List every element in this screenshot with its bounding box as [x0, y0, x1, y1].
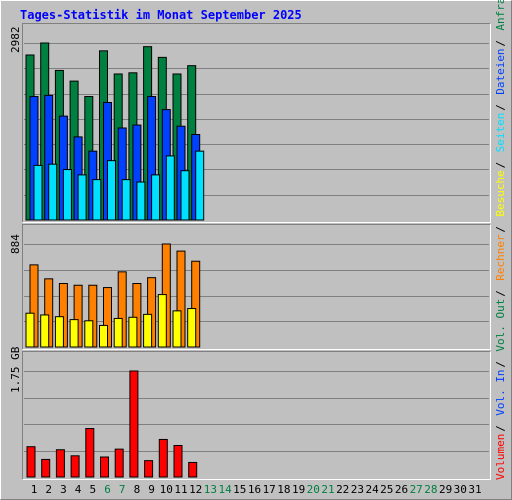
bar-kbytes_in-day-3 [55, 449, 65, 478]
bar-kbytes_in-day-8 [129, 370, 139, 478]
legend-separator: / [494, 226, 507, 233]
x-tick-day-16: 16 [248, 483, 261, 496]
legend-pages-5: Seiten [494, 113, 507, 153]
bar-pages-day-5 [92, 179, 102, 221]
x-tick-day-5: 5 [89, 483, 96, 496]
x-tick-day-30: 30 [454, 483, 467, 496]
x-tick-day-31: 31 [468, 483, 481, 496]
bar-pages-day-1 [33, 164, 43, 221]
x-tick-day-18: 18 [277, 483, 290, 496]
bar-pages-day-3 [62, 169, 72, 221]
bar-kbytes_in-day-12 [188, 461, 198, 478]
y-max-label-volume: 1.75 GB [9, 346, 22, 393]
legend-separator: / [494, 104, 507, 111]
x-tick-day-1: 1 [31, 483, 38, 496]
legend-files-6: Dateien [494, 48, 507, 94]
legend-separator: / [494, 361, 507, 368]
bar-visits-day-2 [40, 314, 50, 348]
bar-pages-day-8 [136, 181, 146, 221]
panel-volume-shadow-edge [22, 351, 491, 480]
x-tick-day-21: 21 [321, 483, 334, 496]
x-tick-day-24: 24 [365, 483, 379, 496]
legend-kbytes_out-2: Vol. Out [494, 299, 507, 352]
panel-volume-light-edge [22, 351, 491, 480]
bar-pages-day-11 [180, 170, 190, 221]
legend-separator: / [494, 425, 507, 432]
bar-visits-day-11 [172, 310, 182, 348]
legend-separator: / [494, 162, 507, 169]
bar-kbytes_in-day-9 [144, 460, 154, 478]
x-tick-day-23: 23 [351, 483, 364, 496]
x-tick-day-12: 12 [189, 483, 202, 496]
bar-visits-day-7 [113, 317, 123, 348]
bar-kbytes_in-day-1 [26, 446, 36, 478]
x-tick-day-28: 28 [424, 483, 437, 496]
x-tick-day-4: 4 [75, 483, 82, 496]
panel-requests-shadow-edge [22, 23, 491, 223]
legend-kbytes_in-0: Volumen [494, 434, 507, 480]
legend-separator: / [494, 290, 507, 297]
bar-visits-day-1 [25, 312, 35, 348]
bar-kbytes_in-day-2 [41, 458, 51, 478]
bar-visits-day-3 [54, 316, 64, 348]
x-tick-day-25: 25 [380, 483, 393, 496]
x-tick-day-22: 22 [336, 483, 349, 496]
bar-kbytes_in-day-10 [158, 438, 168, 478]
bar-kbytes_in-day-7 [114, 448, 124, 478]
bar-visits-day-6 [99, 324, 108, 348]
bar-pages-day-7 [121, 179, 131, 221]
bar-kbytes_in-day-4 [70, 455, 80, 478]
panel-visits-light-edge [22, 224, 491, 350]
bar-visits-day-9 [143, 313, 153, 348]
bar-visits-day-12 [187, 308, 197, 348]
x-tick-day-17: 17 [263, 483, 276, 496]
y-max-label-visits: 884 [9, 234, 22, 254]
legend-sites-3: Rechner [494, 234, 507, 281]
x-tick-day-9: 9 [148, 483, 155, 496]
chart-title: Tages-Statistik im Monat September 2025 [20, 8, 302, 22]
bar-pages-day-10 [165, 155, 175, 221]
bar-kbytes_in-day-5 [85, 428, 95, 478]
x-tick-day-10: 10 [160, 483, 173, 496]
x-tick-day-3: 3 [60, 483, 67, 496]
panel-visits-shadow-edge [22, 224, 491, 350]
legend-separator: / [494, 40, 507, 47]
x-tick-day-11: 11 [174, 483, 187, 496]
legend-files-1: Vol. In [494, 369, 507, 415]
bar-pages-day-2 [48, 163, 58, 221]
x-tick-day-2: 2 [45, 483, 52, 496]
x-tick-day-26: 26 [395, 483, 408, 496]
panel-requests-light-edge [22, 23, 491, 223]
x-tick-day-27: 27 [410, 483, 423, 496]
bar-visits-day-5 [84, 320, 94, 348]
bar-visits-day-4 [69, 319, 79, 348]
bar-visits-day-8 [128, 316, 138, 348]
bar-kbytes_in-day-11 [173, 445, 183, 478]
legend-hits-7: Anfragen [494, 0, 507, 31]
bar-pages-day-6 [107, 160, 116, 221]
bar-pages-day-4 [77, 174, 87, 221]
bar-pages-day-9 [151, 174, 161, 221]
x-tick-day-14: 14 [218, 483, 232, 496]
x-tick-day-13: 13 [204, 483, 217, 496]
x-tick-day-15: 15 [233, 483, 246, 496]
legend-visits-4: Besuche [494, 170, 507, 216]
x-tick-day-20: 20 [307, 483, 320, 496]
bar-pages-day-12 [195, 150, 205, 221]
x-tick-day-19: 19 [292, 483, 305, 496]
x-tick-day-7: 7 [119, 483, 126, 496]
bar-kbytes_in-day-6 [100, 456, 109, 478]
bar-visits-day-10 [157, 294, 167, 348]
y-max-label-requests: 2982 [9, 27, 22, 54]
x-tick-day-29: 29 [439, 483, 452, 496]
x-tick-day-8: 8 [134, 483, 141, 496]
x-tick-day-6: 6 [104, 483, 111, 496]
